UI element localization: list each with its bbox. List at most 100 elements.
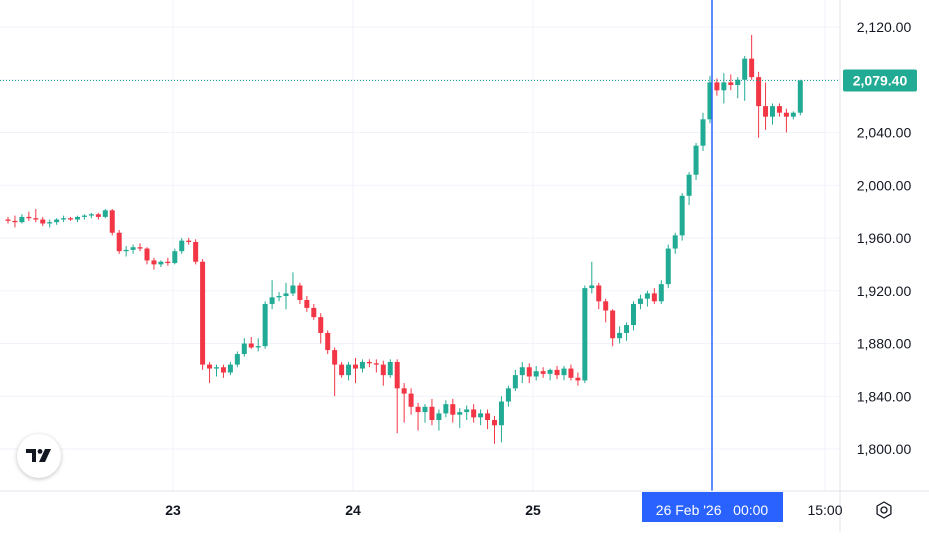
candle-body	[721, 82, 727, 91]
candle	[450, 398, 456, 423]
candle	[116, 230, 122, 254]
candle-body	[415, 406, 421, 413]
candle-body	[742, 58, 748, 80]
candle	[596, 282, 602, 310]
candle-body	[269, 297, 275, 304]
candle	[770, 103, 775, 125]
candle-body	[123, 249, 129, 252]
candle-body	[12, 220, 18, 223]
candle-body	[770, 106, 775, 117]
gear-icon[interactable]	[872, 498, 896, 522]
candle	[33, 208, 39, 223]
candle-body	[332, 350, 338, 365]
candle	[214, 364, 219, 377]
candles	[5, 34, 803, 444]
candle	[359, 359, 365, 373]
candle	[554, 365, 560, 380]
candle-body	[672, 235, 678, 249]
candle-body	[637, 298, 643, 304]
candle-body	[380, 364, 386, 376]
candle-body	[603, 301, 609, 311]
candle	[436, 409, 442, 431]
candle	[679, 193, 685, 241]
candle	[714, 78, 720, 96]
candle-body	[346, 364, 352, 376]
candle	[492, 416, 497, 444]
candle	[561, 365, 567, 381]
candle-body	[255, 346, 261, 348]
candle	[742, 56, 748, 101]
candle	[658, 280, 664, 304]
candle-body	[283, 293, 289, 297]
candle-body	[505, 388, 511, 402]
candle	[672, 232, 678, 254]
candle-body	[547, 369, 553, 374]
candle	[783, 108, 789, 133]
candle-body	[582, 288, 588, 381]
candle-body	[75, 216, 80, 220]
candle-body	[220, 367, 226, 373]
candle	[137, 243, 143, 252]
candle	[318, 313, 324, 344]
candle-body	[776, 106, 782, 113]
candle	[776, 103, 782, 117]
candle-body	[596, 285, 602, 302]
x-tick-label: 24	[345, 502, 361, 518]
tv-logo-mark	[26, 449, 51, 462]
candle	[366, 359, 372, 368]
candle	[109, 208, 115, 236]
candle-body	[644, 293, 650, 299]
candle	[325, 330, 331, 355]
y-tick-label: 2,000.00	[857, 177, 912, 193]
candle	[283, 282, 289, 310]
candle	[123, 245, 129, 257]
tradingview-logo-icon[interactable]	[17, 434, 61, 478]
candle-body	[700, 119, 706, 146]
x-tick-label: 15:00	[807, 502, 842, 518]
candle	[332, 347, 338, 397]
x-tick-label: 23	[165, 502, 181, 518]
candle-body	[749, 58, 755, 78]
candle-body	[248, 343, 254, 348]
candle-body	[735, 79, 741, 86]
candle-body	[61, 218, 67, 220]
candle	[47, 219, 53, 228]
candle	[54, 218, 60, 225]
y-tick-label: 1,960.00	[857, 230, 912, 246]
candle	[304, 296, 310, 312]
candle-body	[179, 240, 185, 252]
candle	[387, 359, 393, 378]
candle-body	[624, 325, 630, 333]
candle-body	[151, 260, 157, 265]
candle-body	[540, 371, 546, 374]
candle-body	[554, 369, 560, 376]
candle-body	[353, 364, 358, 369]
candle	[498, 396, 504, 443]
candle	[686, 172, 692, 206]
candle	[158, 260, 164, 268]
candle	[75, 215, 80, 223]
candle-body	[589, 285, 595, 289]
candle	[471, 404, 477, 423]
candle-body	[130, 247, 136, 250]
candle	[130, 244, 136, 254]
candle	[457, 408, 463, 428]
candle	[756, 71, 762, 138]
candle	[227, 361, 233, 376]
candle-body	[610, 310, 616, 339]
candle-body	[5, 219, 11, 221]
candle-body	[401, 388, 407, 394]
candle-body	[763, 106, 769, 117]
candle	[193, 239, 199, 265]
candle	[617, 326, 623, 344]
candle	[373, 359, 379, 373]
last-price-label: 2,079.40	[853, 73, 908, 89]
candle-body	[728, 82, 734, 86]
candle-body	[526, 367, 532, 377]
candle	[624, 322, 630, 341]
candle-body	[686, 174, 692, 196]
candle	[547, 368, 553, 381]
candle	[200, 259, 206, 370]
